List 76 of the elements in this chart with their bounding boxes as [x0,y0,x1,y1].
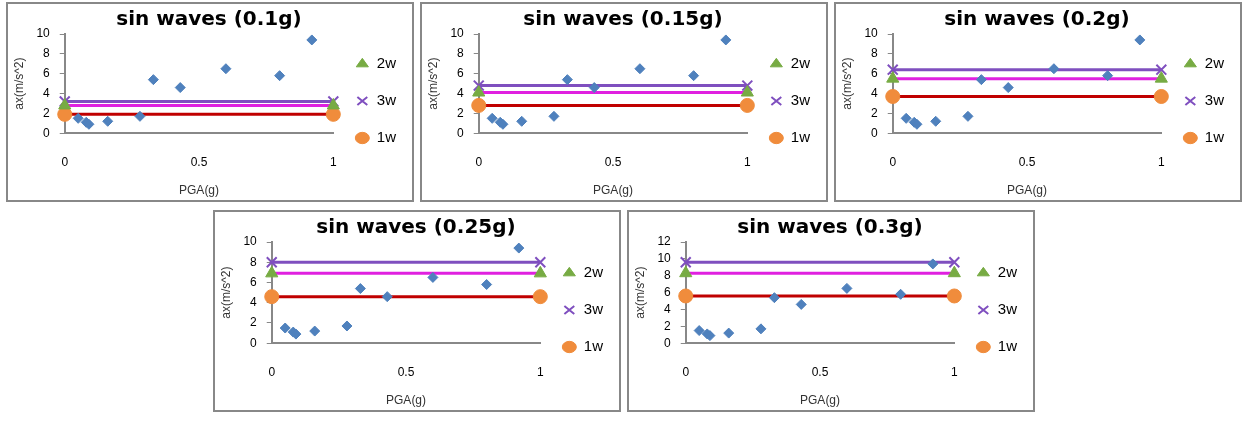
legend-label: 3w [790,91,810,109]
y-tick-label: 10 [449,26,464,41]
x-tick-label: 0 [888,154,896,169]
x-tick-label: 1 [329,154,337,169]
y-tick-label: 4 [663,301,671,316]
x-axis-title: PGA(g) [592,183,633,198]
x-axis-title: PGA(g) [799,393,840,408]
legend-label: 2w [376,54,396,72]
x-tick-label: 1 [743,154,751,169]
x-tick-label: 1 [536,364,544,379]
x-tick-label: 1 [950,364,958,379]
legend-label: 1w [376,128,396,146]
legend-label: 1w [790,128,810,146]
x-tick-label: 0.5 [1018,154,1036,169]
x-axis-title: PGA(g) [385,393,426,408]
x-tick-label: 0.5 [604,154,622,169]
legend-label: 2w [997,263,1017,281]
y-tick-label: 8 [42,46,50,61]
legend-label: 3w [583,300,603,318]
y-tick-label: 12 [656,234,671,249]
y-tick-label: 4 [870,85,878,100]
x-tick-label: 0 [681,364,689,379]
x-tick-label: 0.5 [397,364,415,379]
y-axis-title: ax(m/s^2) [839,57,854,110]
x-axis-title: PGA(g) [1006,183,1047,198]
y-tick-label: 10 [35,26,50,41]
x-tick-label: 0 [60,154,68,169]
y-tick-label: 8 [663,268,671,283]
legend-label: 1w [1204,128,1224,146]
x-tick-label: 0.5 [190,154,208,169]
y-tick-label: 8 [870,46,878,61]
chart-title: sin waves (0.1g) [115,6,302,31]
y-tick-label: 2 [663,318,671,333]
y-axis-title: ax(m/s^2) [632,266,647,319]
x-tick-label: 1 [1157,154,1165,169]
y-tick-label: 0 [249,335,257,350]
y-tick-label: 0 [456,125,464,140]
legend-label: 3w [376,91,396,109]
legend-label: 2w [790,54,810,72]
legend-label: 2w [583,263,603,281]
y-tick-label: 0 [663,335,671,350]
x-tick-label: 0 [267,364,275,379]
y-tick-label: 2 [870,105,878,120]
y-tick-label: 8 [456,46,464,61]
y-tick-label: 6 [870,65,878,80]
y-axis-title: ax(m/s^2) [218,266,233,319]
chart-title: sin waves (0.15g) [522,6,723,31]
y-tick-label: 4 [456,85,464,100]
chart-title: sin waves (0.2g) [943,6,1130,31]
y-tick-label: 0 [870,125,878,140]
y-tick-label: 2 [42,105,50,120]
y-tick-label: 6 [42,65,50,80]
y-tick-label: 10 [863,26,878,41]
legend-label: 1w [583,337,603,355]
y-tick-label: 2 [456,105,464,120]
y-tick-label: 8 [249,254,257,269]
y-tick-label: 6 [249,274,257,289]
y-axis-title: ax(m/s^2) [11,57,26,110]
y-tick-label: 6 [456,65,464,80]
y-axis-title: ax(m/s^2) [425,57,440,110]
y-tick-label: 2 [249,315,257,330]
legend-label: 1w [997,337,1017,355]
y-tick-label: 10 [242,234,257,249]
chart-title: sin waves (0.3g) [736,214,923,239]
y-tick-label: 4 [249,295,257,310]
chart-title: sin waves (0.25g) [315,214,516,239]
x-tick-label: 0 [474,154,482,169]
y-tick-label: 6 [663,284,671,299]
x-tick-label: 0.5 [811,364,829,379]
legend-label: 3w [1204,91,1224,109]
x-axis-title: PGA(g) [178,183,219,198]
y-tick-label: 10 [656,251,671,266]
y-tick-label: 4 [42,85,50,100]
legend-label: 3w [997,300,1017,318]
legend-label: 2w [1204,54,1224,72]
y-tick-label: 0 [42,125,50,140]
